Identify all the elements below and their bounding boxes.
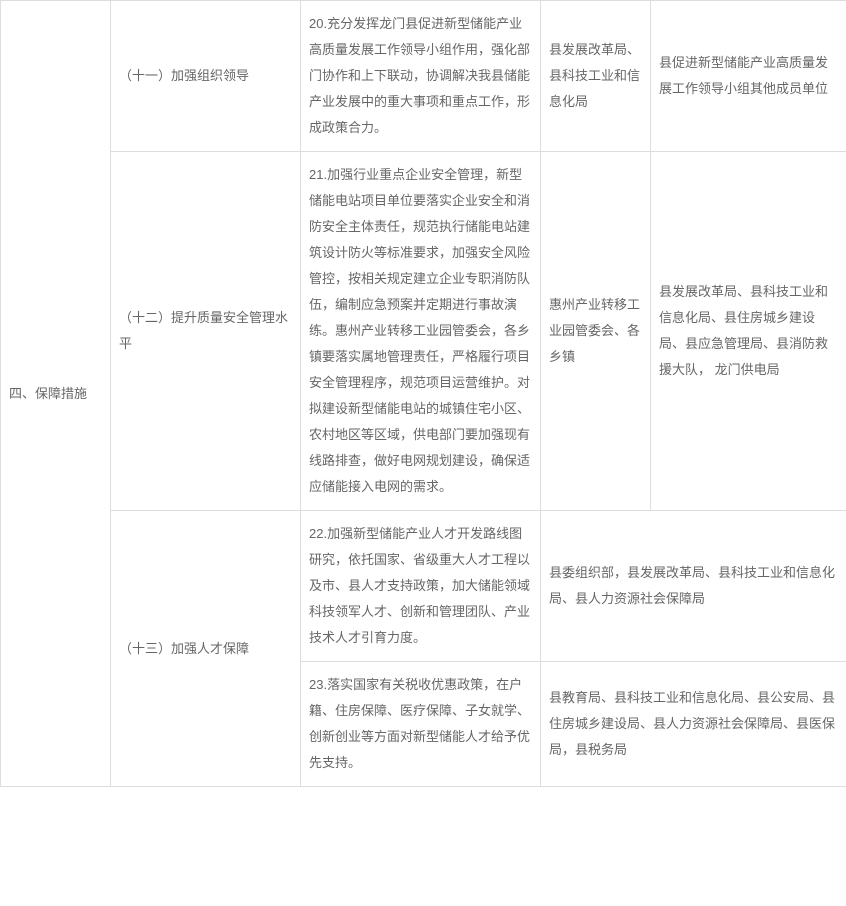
lead-cell: 县发展改革局、县科技工业和信息化局 <box>541 1 651 152</box>
task-cell: 23.落实国家有关税收优惠政策，在户籍、住房保障、医疗保障、子女就学、创新创业等… <box>301 662 541 787</box>
lead-cell: 惠州产业转移工业园管委会、各乡镇 <box>541 152 651 511</box>
subsection-cell: （十三）加强人才保障 <box>111 511 301 787</box>
section-cell: 四、保障措施 <box>1 1 111 787</box>
subsection-cell: （十二）提升质量安全管理水平 <box>111 152 301 511</box>
coop-cell: 县促进新型储能产业高质量发展工作领导小组其他成员单位 <box>651 1 846 152</box>
merged-cell: 县委组织部，县发展改革局、县科技工业和信息化局、县人力资源社会保障局 <box>541 511 846 662</box>
task-cell: 21.加强行业重点企业安全管理，新型储能电站项目单位要落实企业安全和消防安全主体… <box>301 152 541 511</box>
task-cell: 22.加强新型储能产业人才开发路线图研究，依托国家、省级重大人才工程以及市、县人… <box>301 511 541 662</box>
subsection-cell: （十一）加强组织领导 <box>111 1 301 152</box>
task-cell: 20.充分发挥龙门县促进新型储能产业高质量发展工作领导小组作用，强化部门协作和上… <box>301 1 541 152</box>
table-row: 四、保障措施 （十一）加强组织领导 20.充分发挥龙门县促进新型储能产业高质量发… <box>1 1 846 152</box>
merged-cell: 县教育局、县科技工业和信息化局、县公安局、县住房城乡建设局、县人力资源社会保障局… <box>541 662 846 787</box>
coop-cell: 县发展改革局、县科技工业和信息化局、县住房城乡建设局、县应急管理局、县消防救援大… <box>651 152 846 511</box>
policy-table: 四、保障措施 （十一）加强组织领导 20.充分发挥龙门县促进新型储能产业高质量发… <box>0 0 846 787</box>
table-row: （十二）提升质量安全管理水平 21.加强行业重点企业安全管理，新型储能电站项目单… <box>1 152 846 511</box>
table-row: （十三）加强人才保障 22.加强新型储能产业人才开发路线图研究，依托国家、省级重… <box>1 511 846 662</box>
